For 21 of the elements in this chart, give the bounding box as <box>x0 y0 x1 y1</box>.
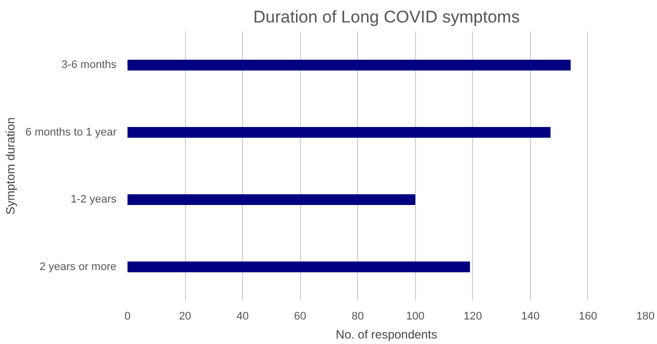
bar <box>128 194 416 206</box>
chart-title: Duration of Long COVID symptoms <box>253 8 520 26</box>
y-tick-label: 6 months to 1 year <box>25 126 117 138</box>
y-tick-label: 3-6 months <box>61 59 117 72</box>
x-tick-label: 100 <box>406 310 424 322</box>
bar <box>128 126 551 138</box>
x-tick-label: 40 <box>236 310 249 322</box>
y-axis-title: Symptom duration <box>3 117 18 215</box>
x-axis-title: No. of respondents <box>336 328 438 342</box>
x-tick-label: 180 <box>636 310 655 322</box>
x-tick-label: 20 <box>178 310 192 322</box>
x-tick-label: 0 <box>124 310 131 322</box>
x-tick-label: 120 <box>464 310 482 322</box>
y-tick-label: 1-2 years <box>70 194 117 206</box>
x-tick-label: 80 <box>352 310 364 322</box>
x-tick-label: 140 <box>521 310 540 322</box>
bar <box>128 60 571 71</box>
bar <box>128 261 470 272</box>
x-tick-label: 60 <box>294 310 306 322</box>
y-tick-label: 2 years or more <box>39 260 117 273</box>
x-tick-label: 160 <box>578 310 598 322</box>
